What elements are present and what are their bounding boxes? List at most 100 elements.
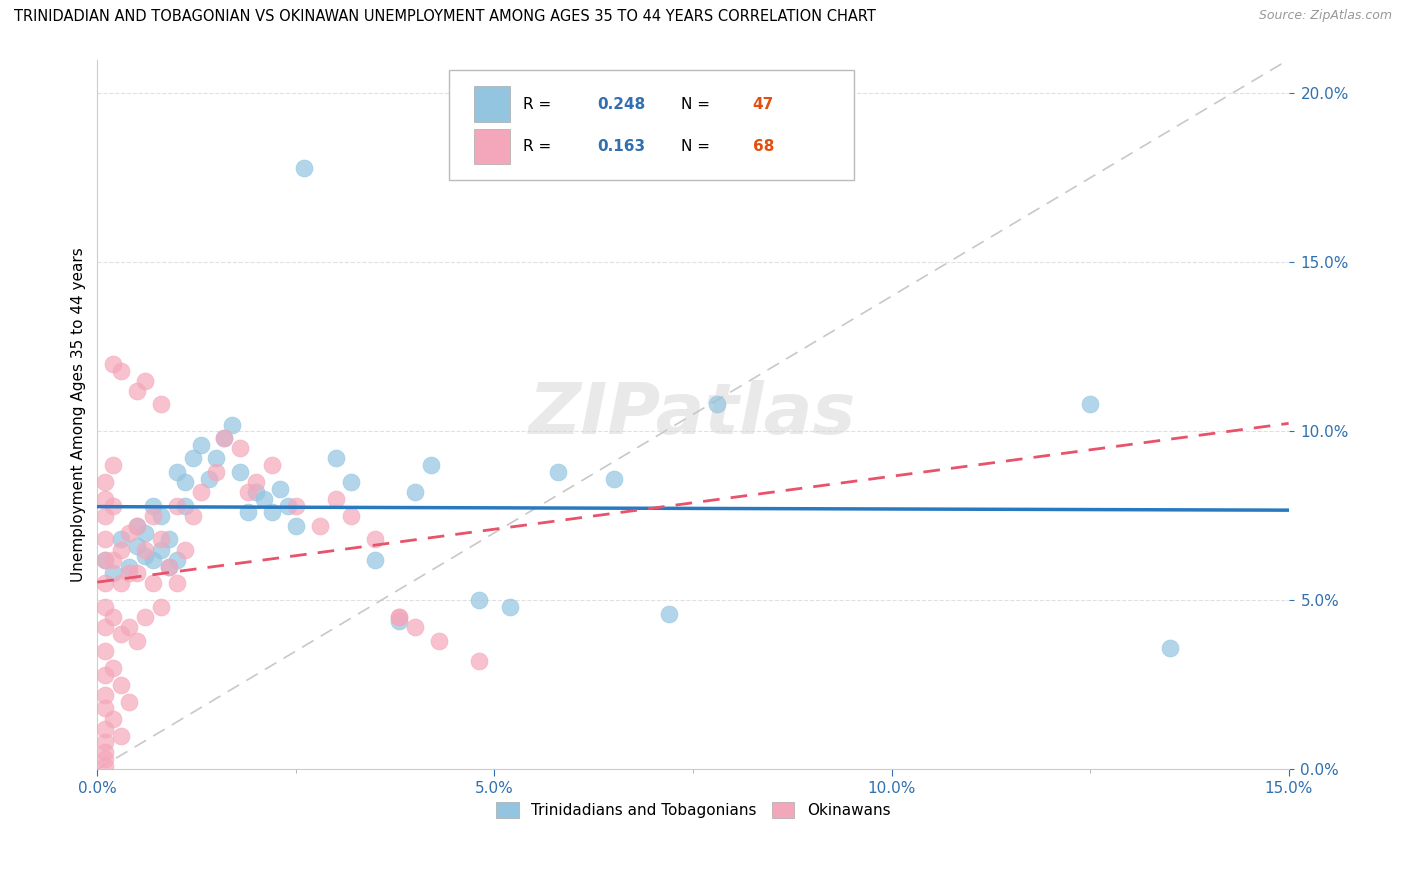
Point (253, 491, 276, 506)
Point (103, 712, 125, 726)
Point (94, 667, 117, 681)
Point (110, 576, 132, 591)
Point (94, 508, 117, 523)
Point (190, 438, 212, 452)
Point (125, 519, 148, 533)
Point (190, 485, 212, 500)
Point (94, 688, 117, 702)
Text: R =: R = (523, 139, 555, 153)
Point (245, 475, 267, 489)
Point (94, 553, 117, 567)
Point (118, 525, 141, 540)
Y-axis label: Unemployment Among Ages 35 to 44 years: Unemployment Among Ages 35 to 44 years (72, 247, 86, 582)
FancyBboxPatch shape (474, 128, 509, 164)
Point (262, 458, 284, 472)
FancyBboxPatch shape (474, 87, 509, 122)
Point (238, 506, 260, 520)
Point (173, 499, 195, 513)
Point (325, 451, 347, 466)
Point (427, 633, 450, 648)
Point (157, 559, 180, 574)
Point (125, 384, 148, 398)
Point (94, 620, 117, 634)
Point (467, 654, 489, 668)
Text: 0.248: 0.248 (598, 96, 645, 112)
Point (157, 559, 180, 574)
Point (103, 499, 125, 513)
Text: Source: ZipAtlas.com: Source: ZipAtlas.com (1258, 9, 1392, 22)
Point (499, 600, 522, 615)
Point (166, 499, 188, 513)
Point (173, 542, 195, 557)
Point (284, 499, 307, 513)
Point (94, 600, 117, 615)
Point (110, 542, 132, 557)
Text: 0.163: 0.163 (598, 139, 645, 153)
Point (103, 610, 125, 624)
Point (197, 472, 219, 486)
Point (262, 506, 284, 520)
Point (238, 485, 260, 500)
Point (125, 633, 148, 648)
Point (245, 485, 267, 500)
Point (419, 458, 441, 472)
Point (467, 593, 489, 607)
Point (149, 508, 172, 523)
Point (103, 566, 125, 581)
Point (205, 451, 228, 466)
Text: R =: R = (523, 96, 555, 112)
Point (166, 465, 188, 479)
Point (94, 644, 117, 658)
Point (125, 519, 148, 533)
Point (103, 553, 125, 567)
Point (292, 161, 315, 175)
Point (340, 508, 363, 523)
Point (125, 539, 148, 553)
Point (134, 610, 156, 624)
Point (94, 735, 117, 749)
Point (103, 458, 125, 472)
Point (94, 475, 117, 489)
Text: TRINIDADIAN AND TOBAGONIAN VS OKINAWAN UNEMPLOYMENT AMONG AGES 35 TO 44 YEARS CO: TRINIDADIAN AND TOBAGONIAN VS OKINAWAN U… (14, 9, 876, 24)
Point (103, 661, 125, 675)
Point (134, 525, 156, 540)
Legend: Trinidadians and Tobagonians, Okinawans: Trinidadians and Tobagonians, Okinawans (488, 794, 898, 825)
FancyBboxPatch shape (449, 70, 853, 180)
Point (308, 519, 330, 533)
Point (325, 491, 347, 506)
Point (364, 553, 387, 567)
Point (340, 475, 363, 489)
Point (284, 519, 307, 533)
Point (149, 600, 172, 615)
Point (142, 508, 165, 523)
Point (221, 417, 243, 432)
Point (142, 576, 165, 591)
Point (94, 553, 117, 567)
Point (94, 759, 117, 773)
Point (110, 678, 132, 692)
Point (1078, 397, 1101, 411)
Point (149, 533, 172, 547)
Point (205, 465, 228, 479)
Point (149, 542, 172, 557)
Point (118, 695, 141, 709)
Point (269, 482, 291, 496)
Point (658, 607, 681, 621)
Point (110, 627, 132, 641)
Point (94, 533, 117, 547)
Point (364, 533, 387, 547)
Point (547, 465, 569, 479)
Point (149, 397, 172, 411)
Text: N =: N = (681, 139, 716, 153)
Point (103, 357, 125, 371)
Point (214, 431, 236, 445)
Point (110, 729, 132, 743)
Point (404, 620, 426, 634)
Point (110, 363, 132, 377)
Point (134, 374, 156, 388)
Text: ZIPatlas: ZIPatlas (529, 380, 856, 449)
Point (166, 576, 188, 591)
Point (229, 442, 252, 456)
Point (142, 499, 165, 513)
Point (214, 431, 236, 445)
